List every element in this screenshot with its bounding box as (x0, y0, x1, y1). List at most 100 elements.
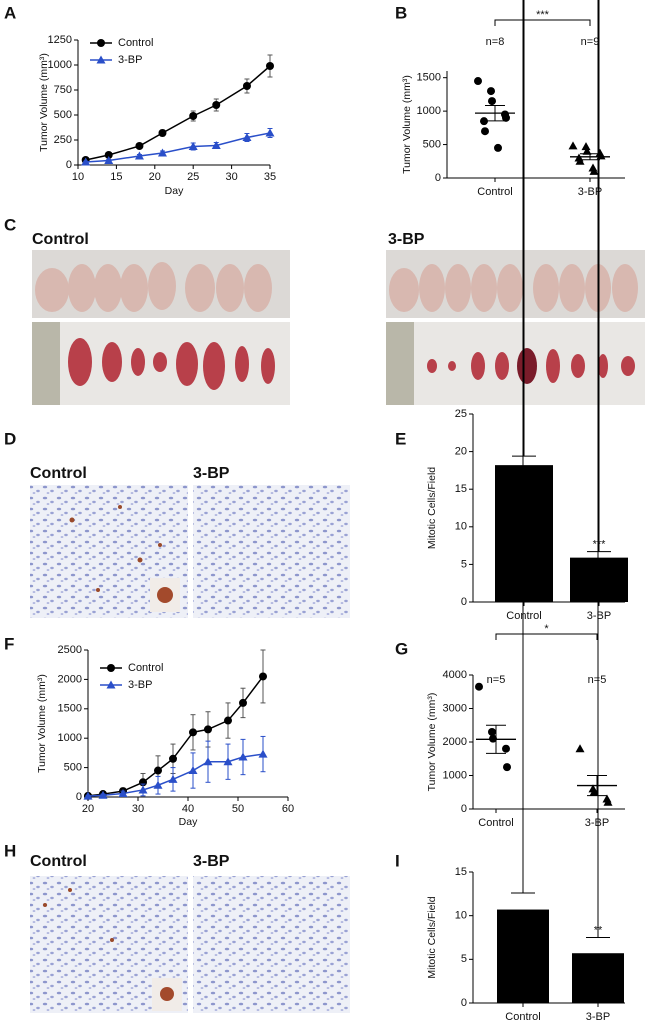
y-axis-label: Tumor Volume (mm³) (38, 53, 50, 152)
x-tick-label: 15 (110, 171, 122, 183)
marker (188, 766, 198, 775)
marker (188, 142, 198, 150)
count-label: n=5 (487, 674, 506, 686)
marker (488, 727, 496, 736)
y-tick-label: 25 (455, 408, 467, 420)
marker (157, 148, 167, 157)
x-tick-label: 3-BP (586, 1011, 610, 1020)
marker (502, 744, 510, 753)
x-tick-label: 60 (282, 803, 294, 815)
marker (98, 790, 108, 799)
marker (266, 62, 274, 70)
y-tick-label: 500 (423, 138, 441, 150)
marker (488, 97, 496, 106)
y-tick-label: 0 (461, 596, 467, 608)
marker (169, 754, 177, 763)
marker (81, 157, 91, 166)
marker (158, 129, 167, 137)
y-tick-label: 500 (54, 109, 72, 121)
marker (489, 734, 497, 743)
y-axis-label: Mitotic Cells/Field (426, 467, 438, 549)
marker (258, 749, 268, 758)
count-label: n=8 (486, 36, 505, 48)
y-tick-label: 0 (461, 803, 467, 815)
marker (153, 780, 163, 789)
marker (581, 142, 591, 151)
significance-label: ** (594, 924, 603, 936)
marker (474, 77, 482, 86)
marker (475, 682, 483, 691)
series-line (85, 132, 271, 163)
x-tick-label: 30 (132, 803, 144, 815)
y-tick-label: 1000 (48, 59, 72, 71)
inset-cell (157, 587, 173, 603)
marker (568, 141, 578, 150)
x-tick-label: Control (478, 817, 513, 829)
marker (104, 151, 113, 159)
legend-label: Control (128, 662, 163, 674)
y-tick-label: 500 (64, 762, 82, 774)
legend-marker (106, 680, 116, 689)
marker (83, 791, 93, 800)
y-tick-label: 2000 (443, 736, 467, 748)
y-tick-label: 10 (455, 521, 467, 533)
legend-marker (97, 39, 105, 47)
marker (575, 744, 585, 753)
y-tick-label: 0 (76, 791, 82, 803)
y-tick-label: 1250 (48, 34, 72, 46)
marker (503, 763, 511, 772)
y-tick-label: 3000 (443, 702, 467, 714)
significance-bracket (495, 633, 598, 640)
marker (189, 728, 197, 737)
y-tick-label: 2500 (58, 644, 82, 656)
x-tick-label: 3-BP (587, 610, 611, 622)
panel-letter: I (395, 851, 400, 870)
y-tick-label: 15 (455, 866, 467, 878)
x-tick-label: Control (505, 1011, 540, 1020)
x-axis-label: Day (165, 185, 184, 197)
panel-letter: B (395, 3, 407, 22)
legend-label: 3-BP (118, 54, 142, 66)
marker (259, 672, 267, 681)
image-label: Control (30, 465, 87, 482)
x-tick-label: 25 (187, 171, 199, 183)
marker (223, 757, 233, 766)
marker (502, 113, 510, 122)
y-tick-label: 2000 (58, 673, 82, 685)
marker (242, 133, 252, 141)
marker (118, 788, 128, 797)
x-tick-label: 3-BP (578, 186, 602, 198)
x-tick-label: 10 (72, 171, 84, 183)
image-label: 3-BP (193, 465, 230, 482)
marker (204, 725, 212, 734)
count-label: n=9 (581, 36, 600, 48)
y-tick-label: 1000 (417, 105, 441, 117)
y-tick-label: 1000 (443, 769, 467, 781)
photo-tumors (32, 322, 645, 405)
stained-cells (69, 505, 162, 592)
significance-label: * (544, 623, 549, 635)
marker (582, 146, 592, 155)
panel-letter: F (4, 634, 14, 653)
x-axis-label: Day (179, 816, 198, 828)
bar (570, 557, 628, 602)
y-tick-label: 750 (54, 84, 72, 96)
histology-image (193, 485, 350, 618)
marker (211, 141, 221, 149)
y-tick-label: 4000 (443, 669, 467, 681)
marker (603, 797, 613, 806)
y-tick-label: 5 (461, 558, 467, 570)
marker (135, 142, 144, 150)
marker (494, 143, 502, 152)
x-tick-label: Control (506, 610, 541, 622)
marker (224, 716, 232, 725)
y-axis-label: Tumor Volume (mm³) (401, 75, 413, 174)
marker (238, 752, 248, 761)
y-tick-label: 1500 (417, 72, 441, 84)
marker (242, 82, 251, 90)
image-label: Control (32, 231, 89, 248)
panel-letter: G (395, 639, 408, 658)
marker (189, 112, 198, 120)
significance-label: *** (536, 9, 550, 21)
